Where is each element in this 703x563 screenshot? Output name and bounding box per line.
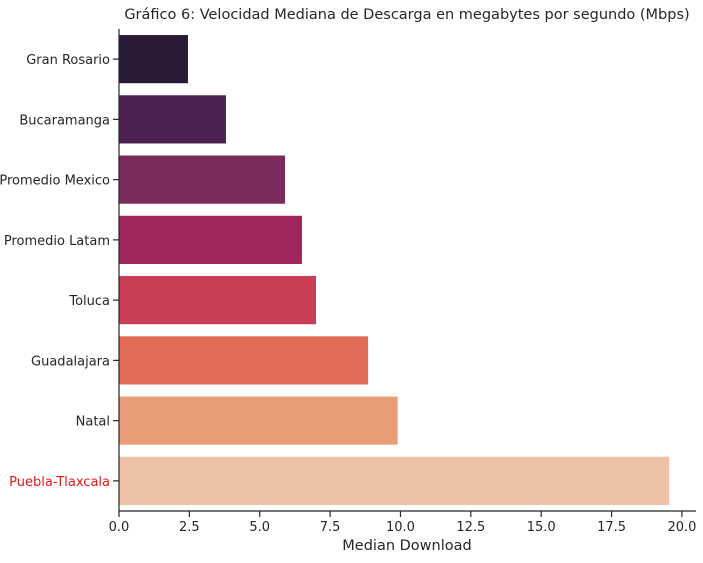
bar: [119, 276, 317, 325]
x-tick-label: 7.5: [320, 520, 341, 535]
bar: [119, 155, 286, 204]
bar: [119, 35, 188, 84]
bar: [119, 95, 226, 144]
y-tick-label: Promedio Mexico: [0, 174, 110, 189]
y-tick-label: Puebla-Tlaxcala: [9, 475, 110, 490]
bar: [119, 396, 398, 445]
y-tick-label: Toluca: [68, 294, 110, 309]
x-axis: 0.0 2.5 5.0 7.5 10.0 12.5 15.0 17.5 20.0: [109, 510, 696, 535]
x-tick-label: 17.5: [597, 520, 626, 535]
bar: [119, 336, 369, 385]
y-tick-label: Bucaramanga: [19, 113, 110, 128]
bar: [119, 215, 302, 264]
x-tick-label: 20.0: [667, 520, 696, 535]
x-tick-label: 10.0: [386, 520, 415, 535]
x-tick-label: 15.0: [527, 520, 556, 535]
x-tick-label: 5.0: [249, 520, 270, 535]
chart-title: Gráfico 6: Velocidad Mediana de Descarga…: [124, 7, 689, 23]
bars-group: [119, 35, 670, 505]
y-tick-label: Natal: [76, 415, 110, 430]
x-axis-label: Median Download: [342, 538, 471, 554]
y-tick-label: Guadalajara: [31, 354, 110, 369]
y-tick-label: Promedio Latam: [4, 234, 110, 249]
y-tick-label: Gran Rosario: [26, 53, 110, 68]
y-axis: Gran Rosario Bucaramanga Promedio Mexico Pr…: [0, 29, 120, 511]
x-tick-label: 0.0: [109, 520, 130, 535]
x-tick-label: 12.5: [456, 520, 485, 535]
bar: [119, 456, 670, 505]
x-tick-label: 2.5: [179, 520, 200, 535]
